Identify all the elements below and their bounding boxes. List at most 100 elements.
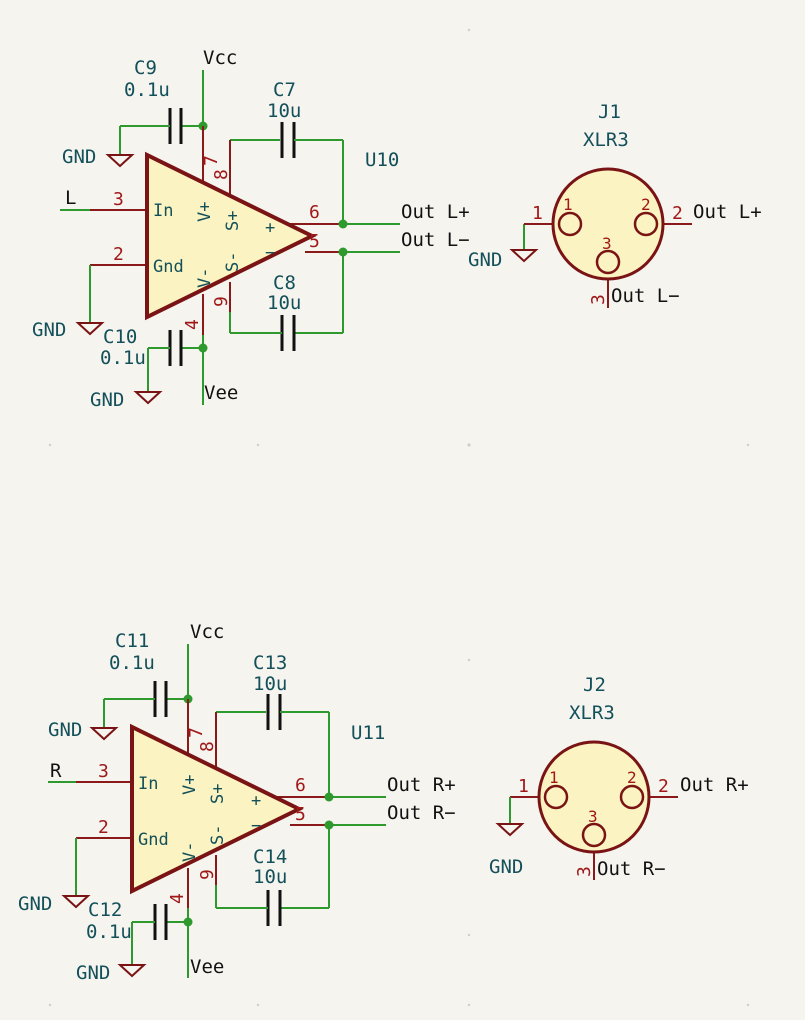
- c10-value: 0.1u: [100, 347, 146, 369]
- out-l-minus-label: Out L−: [401, 229, 470, 251]
- out-r-minus-label: Out R−: [387, 802, 456, 824]
- j2-pin3: 3: [574, 866, 595, 877]
- j1-pin2-net: Out L+: [693, 201, 762, 223]
- u11-ref: U11: [351, 722, 385, 744]
- connector-j1: GND 1 2 3 1 2 3 Out L+ Out L− J1 XLR3: [468, 101, 762, 308]
- gnd-label: GND: [90, 389, 124, 411]
- right-channel: Vcc C11 0.1u GND C13 10u: [18, 621, 749, 984]
- gnd-symbol-c12: GND: [76, 962, 147, 984]
- gnd-pin2-u10: GND: [32, 265, 105, 341]
- gnd-label: GND: [76, 962, 110, 984]
- j2-ref: J2: [583, 674, 606, 696]
- u11-splus-label: S+: [208, 784, 228, 804]
- u10-ref: U10: [365, 149, 399, 171]
- out-r-plus-label: Out R+: [387, 774, 456, 796]
- gnd-label: GND: [32, 319, 66, 341]
- j1-pin3: 3: [588, 294, 609, 305]
- j1-pin2-inner: 2: [641, 195, 651, 214]
- j1-value: XLR3: [583, 129, 629, 151]
- input-r: R: [48, 760, 76, 783]
- input-l: L: [60, 187, 90, 211]
- left-channel: Vcc C9 0.1u GND C7 10u: [32, 47, 762, 411]
- c14-ref: C14: [253, 846, 287, 868]
- gnd-label: GND: [18, 893, 52, 915]
- j2-pin3-net: Out R−: [597, 858, 666, 880]
- outputs-u11: Out R+ Out R−: [324, 774, 456, 830]
- gnd-label: GND: [468, 249, 502, 271]
- vcc-label: Vcc: [190, 621, 224, 643]
- c11-ref: C11: [115, 630, 149, 652]
- u11-gnd-pin-label: Gnd: [138, 830, 169, 850]
- u10-vminus-label: V-: [195, 268, 215, 288]
- u10-vplus-label: V+: [195, 202, 215, 222]
- capacitor-c10: C10 0.1u: [100, 326, 203, 392]
- u10-minus-sign: −: [265, 243, 275, 263]
- u10-pin6: 6: [309, 202, 320, 223]
- u10-sminus-label: S-: [223, 252, 243, 272]
- capacitor-c8: C8 10u: [229, 252, 344, 351]
- gnd-symbol-c9: GND: [62, 146, 135, 168]
- gnd-label: GND: [489, 856, 523, 878]
- u10-pin9: 9: [211, 296, 232, 307]
- gnd-symbol-c10: GND: [90, 389, 163, 411]
- gnd-label: GND: [48, 719, 82, 741]
- u11-pin6: 6: [295, 775, 306, 796]
- c13-value: 10u: [253, 673, 287, 695]
- c7-ref: C7: [273, 79, 296, 101]
- amplifier-u11: In Gnd V+ S+ S- V- + − 3 2 7 8 9 4 6 5 U…: [76, 699, 385, 922]
- vcc-rail-u10: Vcc: [198, 47, 237, 160]
- u11-pin5: 5: [295, 804, 306, 825]
- j1-pin3-inner: 3: [602, 234, 612, 253]
- capacitor-c11: C11 0.1u: [103, 630, 188, 728]
- vee-rail-u10: Vee: [198, 335, 238, 405]
- u11-pin4: 4: [167, 893, 188, 904]
- amplifier-u10: In Gnd V+ S+ S- V- + − 3 2 7 8 9 4 6 5 U…: [90, 126, 399, 348]
- capacitor-c12: C12 0.1u: [86, 899, 188, 965]
- c9-value: 0.1u: [124, 79, 170, 101]
- capacitor-c9: C9 0.1u: [119, 57, 203, 155]
- u11-pin7: 7: [186, 727, 207, 738]
- u11-minus-sign: −: [251, 816, 261, 836]
- gnd-symbol-c11: GND: [48, 719, 119, 741]
- j1-pin2: 2: [672, 203, 683, 224]
- u11-sminus-label: S-: [208, 825, 228, 845]
- u10-pin8: 8: [211, 169, 232, 180]
- u11-pin2: 2: [98, 817, 109, 838]
- u10-pin4: 4: [182, 319, 203, 330]
- u11-pin9: 9: [197, 869, 218, 880]
- c10-ref: C10: [103, 326, 137, 348]
- capacitor-c13: C13 10u: [216, 652, 330, 797]
- input-l-label: L: [65, 187, 76, 209]
- out-l-plus-label: Out L+: [401, 201, 470, 223]
- j2-pin1: 1: [518, 776, 529, 797]
- gnd-label: GND: [62, 146, 96, 168]
- c7-value: 10u: [267, 100, 301, 122]
- c8-ref: C8: [273, 272, 296, 294]
- u11-vminus-label: V-: [180, 842, 200, 862]
- outputs-u10: Out L+ Out L−: [338, 201, 470, 257]
- j1-pin1-inner: 1: [563, 195, 573, 214]
- u11-plus-sign: +: [251, 791, 261, 811]
- u10-gnd-pin-label: Gnd: [153, 257, 184, 277]
- u11-vplus-label: V+: [180, 775, 200, 795]
- u11-pin8: 8: [197, 741, 218, 752]
- vcc-label: Vcc: [203, 47, 237, 69]
- j2-value: XLR3: [569, 702, 615, 724]
- c12-value: 0.1u: [86, 921, 132, 943]
- j2-pin1-inner: 1: [549, 768, 559, 787]
- u11-pin3: 3: [98, 761, 109, 782]
- j1-pin3-net: Out L−: [611, 285, 680, 307]
- j1-ref: J1: [598, 101, 621, 123]
- gnd-pin2-u11: GND: [18, 838, 91, 915]
- input-r-label: R: [50, 760, 62, 782]
- c8-value: 10u: [267, 292, 301, 314]
- c12-ref: C12: [88, 899, 122, 921]
- capacitor-c14: C14 10u: [215, 825, 330, 926]
- j1-pin1: 1: [532, 203, 543, 224]
- sheet-grid-dots: [48, 28, 750, 1007]
- j2-pin2-net: Out R+: [680, 774, 749, 796]
- u10-splus-label: S+: [223, 211, 243, 231]
- vee-rail-u11: Vee: [183, 908, 224, 978]
- u10-in-pin-label: In: [153, 201, 173, 221]
